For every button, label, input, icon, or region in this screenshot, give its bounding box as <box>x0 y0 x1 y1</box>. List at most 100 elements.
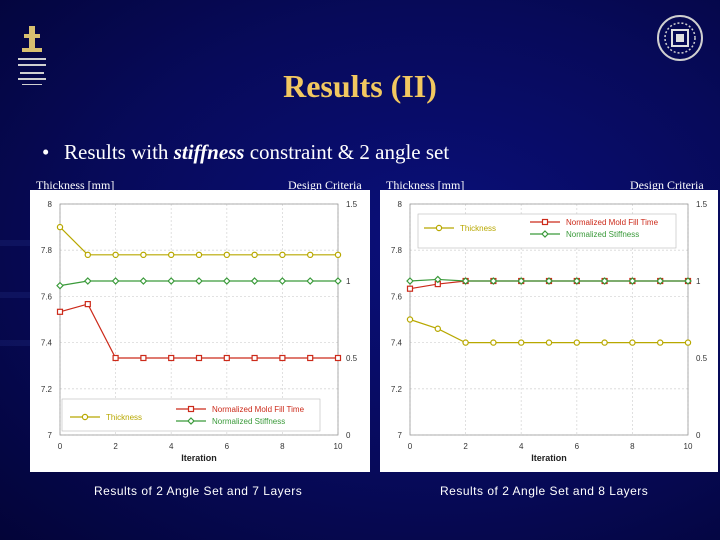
data-point <box>83 277 92 285</box>
legend-label: Normalized Mold Fill Time <box>566 218 659 227</box>
data-point <box>307 251 314 259</box>
chart1-right-axis-label: Design Criteria <box>288 178 362 192</box>
bullet-text-suffix: constraint & 2 angle set <box>244 140 450 164</box>
legend-marker <box>187 405 195 413</box>
data-point <box>222 277 231 285</box>
data-point <box>684 277 692 285</box>
data-point <box>628 277 637 285</box>
x-axis-title: Iteration <box>181 453 217 463</box>
chart2-right-axis-label: Design Criteria <box>630 178 704 192</box>
legend-marker <box>541 230 549 238</box>
bullet-point: • Results with stiffness constraint & 2 a… <box>42 140 449 165</box>
data-point <box>84 251 92 259</box>
data-point <box>307 354 314 362</box>
plot-frame <box>59 203 339 436</box>
data-point <box>334 277 342 285</box>
data-point <box>139 277 148 285</box>
data-point <box>601 339 608 346</box>
y-right-tick-label: 0 <box>346 431 351 440</box>
y-left-tick-label: 8 <box>398 200 403 209</box>
y-right-tick-label: 0 <box>696 431 701 440</box>
data-point <box>111 277 120 285</box>
data-point <box>517 339 525 346</box>
x-tick-label: 4 <box>169 442 174 451</box>
x-tick-label: 2 <box>463 442 468 451</box>
x-tick-label: 4 <box>519 442 524 451</box>
data-point <box>573 339 580 346</box>
data-point <box>657 339 664 346</box>
data-point <box>545 339 553 346</box>
x-tick-label: 8 <box>280 442 285 451</box>
data-point <box>195 251 203 259</box>
slide-title: Results (II) <box>283 68 437 104</box>
x-tick-label: 6 <box>225 442 230 451</box>
y-left-tick-label: 7.4 <box>391 339 403 348</box>
data-point <box>56 308 64 315</box>
data-point <box>195 354 203 362</box>
y-right-tick-label: 0.5 <box>346 354 358 363</box>
ecole-des-mines-logo <box>18 26 46 85</box>
x-tick-label: 2 <box>113 442 118 451</box>
chart2-left-axis-label: Thickness [mm] <box>386 178 465 192</box>
legend-label: Thickness <box>106 413 142 422</box>
data-point <box>572 277 581 285</box>
data-point <box>629 339 636 346</box>
legend-marker <box>541 218 549 226</box>
legend-marker <box>81 413 89 421</box>
data-point <box>461 277 470 285</box>
y-left-tick-label: 7.2 <box>391 385 403 394</box>
data-point <box>140 354 147 362</box>
data-point <box>223 354 230 362</box>
y-left-tick-label: 7 <box>398 431 403 440</box>
data-point <box>306 277 315 285</box>
data-point <box>489 277 498 285</box>
data-point <box>279 354 286 362</box>
data-point <box>168 354 175 362</box>
data-point <box>434 325 442 332</box>
y-left-tick-label: 8 <box>48 200 53 209</box>
series-line <box>409 318 688 344</box>
bullet-text-emphasis: stiffness <box>173 140 245 164</box>
data-point <box>112 251 119 259</box>
data-point <box>251 251 258 259</box>
chart2-caption: Results of 2 Angle Set and 8 Layers <box>440 484 649 498</box>
data-point <box>250 277 259 285</box>
data-point <box>279 251 286 259</box>
y-right-tick-label: 0.5 <box>696 354 708 363</box>
series-line <box>59 226 338 256</box>
data-point <box>56 223 64 231</box>
bullet-dot-icon: • <box>42 140 50 164</box>
series-line <box>59 303 338 359</box>
legend-box <box>61 398 321 432</box>
y-left-tick-label: 7.4 <box>41 339 53 348</box>
legend-marker <box>435 224 443 232</box>
y-left-tick-label: 7 <box>48 431 53 440</box>
data-point <box>656 277 665 285</box>
data-point <box>167 251 175 259</box>
data-point <box>545 277 553 285</box>
y-left-tick-label: 7.8 <box>41 246 53 255</box>
university-seal-logo <box>657 15 703 61</box>
y-left-tick-label: 7.2 <box>41 385 53 394</box>
data-point <box>406 316 414 323</box>
y-right-tick-label: 1.5 <box>346 200 358 209</box>
chart1-caption: Results of 2 Angle Set and 7 Layers <box>94 484 303 498</box>
data-point <box>600 277 609 285</box>
x-tick-label: 0 <box>58 442 63 451</box>
data-point <box>195 277 203 285</box>
y-left-tick-label: 7.6 <box>391 292 403 301</box>
data-point <box>112 354 119 362</box>
chart-8-layers: 7 7.2 7.4 7.6 7.8 8 0 0.5 1 1.5 0 2 4 6 8 10 Iteration Th… <box>380 190 718 472</box>
legend-label: Thickness <box>460 224 496 233</box>
data-point <box>462 339 469 346</box>
x-tick-label: 10 <box>684 442 693 451</box>
data-point <box>406 285 414 292</box>
y-left-tick-label: 7.8 <box>391 246 403 255</box>
legend-marker <box>187 417 195 425</box>
y-right-tick-label: 1.5 <box>696 200 708 209</box>
legend-label: Normalized Stiffness <box>566 230 639 239</box>
x-tick-label: 0 <box>408 442 413 451</box>
data-point <box>223 251 230 259</box>
data-point <box>490 339 497 346</box>
x-tick-label: 8 <box>630 442 635 451</box>
